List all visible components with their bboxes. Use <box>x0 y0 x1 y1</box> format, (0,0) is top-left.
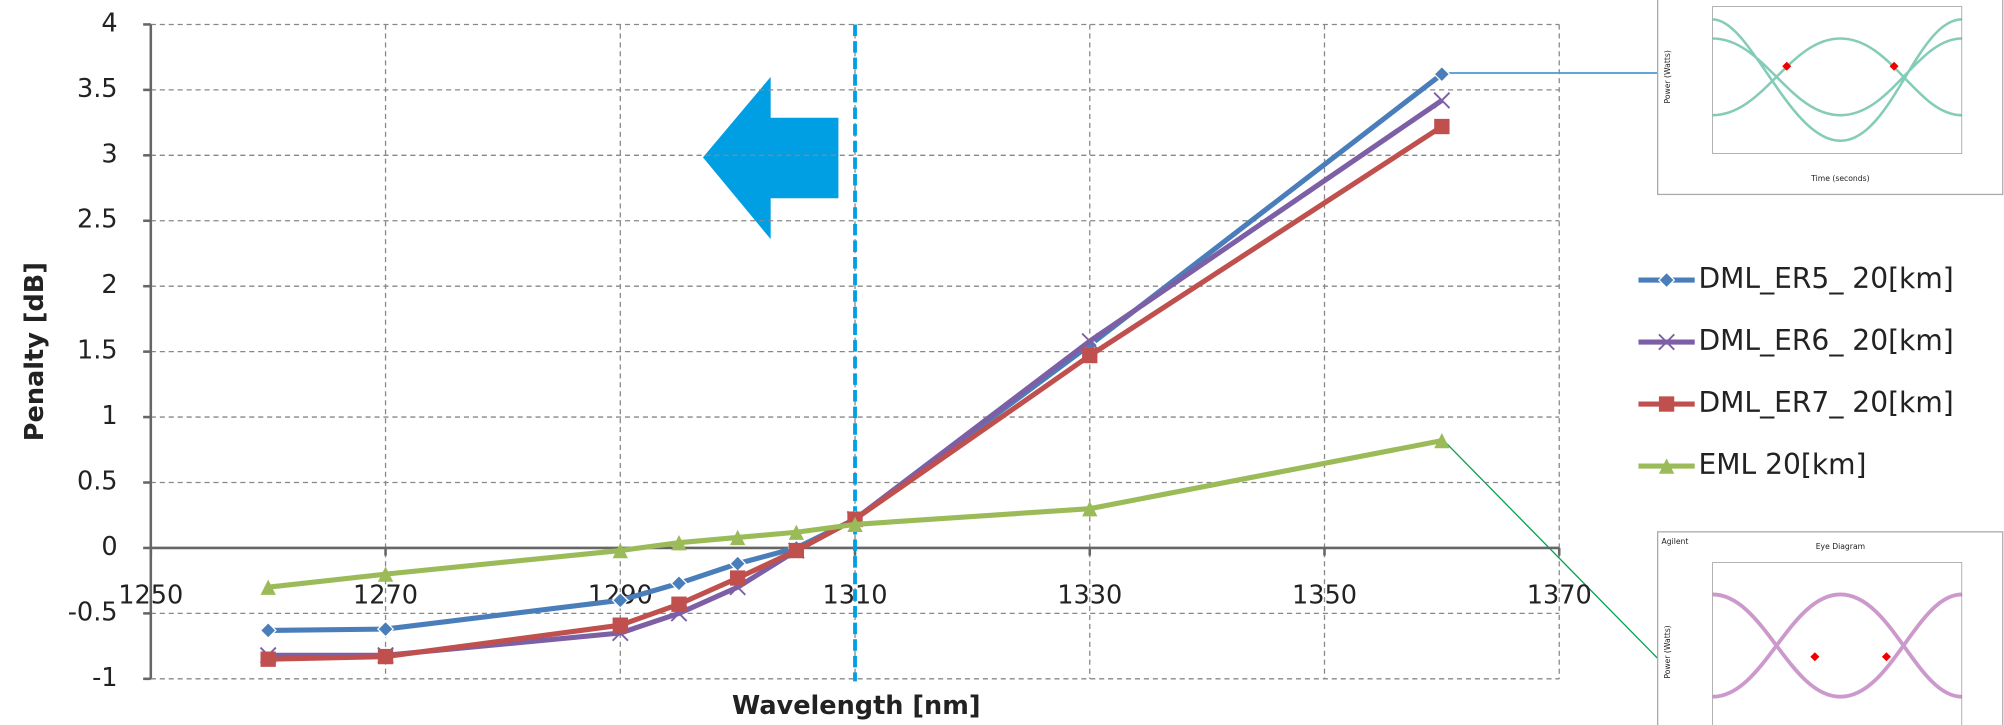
inset-y-label: Power (Watts) <box>1663 50 1672 103</box>
marker <box>261 652 276 667</box>
marker <box>613 617 628 632</box>
legend-label: DML_ER6_ 20[km] <box>1699 324 1954 357</box>
y-tick-label: 2 <box>101 270 117 300</box>
y-axis-title: Penalty [dB] <box>20 262 50 441</box>
y-tick-label: 0 <box>101 532 117 562</box>
y-tick-label: 1 <box>101 401 117 431</box>
legend-label: DML_ER7_ 20[km] <box>1699 386 1954 419</box>
page: Penalty [dB] Wavelength [nm] Power (Watt… <box>0 0 2004 725</box>
legend-marker <box>1659 396 1674 411</box>
inset-title: Eye Diagram <box>1816 542 1865 551</box>
x-tick-label: 1270 <box>353 581 418 611</box>
x-tick-label: 1370 <box>1527 581 1592 611</box>
inset-plot <box>1713 563 1962 725</box>
inset-x-label: Time (seconds) <box>1810 174 1869 183</box>
marker <box>1082 348 1097 363</box>
y-tick-label: -0.5 <box>68 597 118 627</box>
marker <box>1434 119 1449 134</box>
marker <box>789 543 804 558</box>
y-tick-label: 2.5 <box>77 205 118 235</box>
chart: Penalty [dB] Wavelength [nm] Power (Watt… <box>0 0 2004 725</box>
inset-y-label: Power (Watts) <box>1663 625 1672 678</box>
legend-label: DML_ER5_ 20[km] <box>1699 262 1954 295</box>
marker <box>378 649 393 664</box>
y-tick-label: -1 <box>92 663 117 693</box>
x-tick-label: 1350 <box>1292 581 1357 611</box>
y-tick-label: 3.5 <box>77 74 118 104</box>
inset-brand: Agilent <box>1661 537 1688 546</box>
y-tick-label: 0.5 <box>77 467 118 497</box>
x-tick-label: 1330 <box>1057 581 1122 611</box>
inset-plot <box>1713 7 1962 154</box>
y-tick-label: 3 <box>101 139 117 169</box>
y-tick-label: 4 <box>101 8 117 38</box>
legend-label: EML 20[km] <box>1699 448 1867 481</box>
y-tick-label: 1.5 <box>77 336 118 366</box>
eye-inset: Power (Watts) Time (seconds) <box>1658 0 2003 194</box>
eye-inset: Agilent Eye Diagram Power (Watts) <box>1658 532 2003 725</box>
x-axis-title: Wavelength [nm] <box>732 691 981 721</box>
marker <box>730 570 745 585</box>
marker <box>671 597 686 612</box>
